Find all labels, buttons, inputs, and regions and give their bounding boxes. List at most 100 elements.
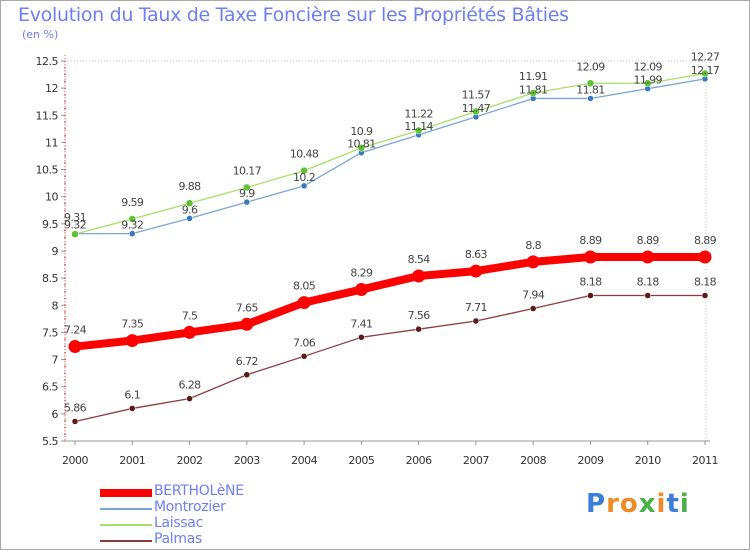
- x-tick-label: 2000: [62, 454, 88, 467]
- x-tick-label: 2008: [520, 454, 546, 467]
- data-label: 11.22: [404, 107, 433, 120]
- data-point: [129, 405, 136, 412]
- logo-letter: o: [619, 489, 639, 519]
- y-tick-label: 9: [52, 245, 59, 258]
- data-label: 6.72: [236, 355, 258, 368]
- data-label: 10.9: [350, 125, 373, 138]
- y-tick-label: 6: [52, 408, 59, 421]
- legend-label: Laissac: [154, 515, 204, 531]
- data-point: [71, 230, 79, 238]
- data-point: [243, 183, 251, 192]
- data-point: [125, 334, 139, 348]
- x-tick-label: 2004: [291, 454, 317, 467]
- y-tick-label: 5.5: [42, 435, 58, 448]
- data-label: 7.65: [236, 301, 259, 314]
- data-label: 12.09: [576, 60, 605, 73]
- data-point: [469, 264, 483, 278]
- data-point: [185, 199, 194, 207]
- data-point: [587, 292, 594, 299]
- data-label: 12.17: [691, 64, 720, 77]
- series-line-3: [74, 294, 706, 423]
- data-label: 8.18: [694, 276, 717, 289]
- x-tick-label: 2007: [463, 454, 489, 467]
- data-label: 9.32: [64, 219, 86, 232]
- data-point: [701, 292, 709, 299]
- data-label: 8.18: [637, 276, 660, 289]
- logo-letter: r: [606, 489, 620, 519]
- data-label: 5.86: [64, 401, 87, 414]
- data-label: 11.57: [462, 88, 491, 101]
- plot-area: [64, 60, 707, 442]
- data-label: 8.63: [465, 248, 488, 261]
- y-tick-label: 10: [45, 191, 58, 204]
- proxiti-logo: Proxiti: [586, 489, 690, 519]
- data-label: 9.59: [121, 196, 144, 209]
- x-tick-label: 2003: [234, 454, 260, 467]
- data-point: [297, 296, 311, 310]
- data-point: [186, 215, 193, 222]
- chart-unit-label: (en %): [22, 28, 59, 41]
- legend-swatch: [100, 489, 152, 497]
- series-line-2: [74, 72, 706, 235]
- x-tick-label: 2002: [177, 454, 203, 467]
- data-label: 10.48: [290, 148, 319, 161]
- y-tick-label: 7.5: [42, 326, 58, 339]
- data-label: 7.94: [522, 289, 545, 302]
- data-point: [529, 305, 537, 312]
- data-label: 11.81: [576, 83, 605, 96]
- data-point: [472, 317, 480, 325]
- logo-letter: x: [638, 489, 657, 519]
- data-point: [183, 325, 197, 339]
- data-point: [128, 215, 137, 223]
- y-tick-label: 6.5: [42, 381, 58, 394]
- data-point: [583, 250, 597, 264]
- y-tick-label: 11: [45, 136, 58, 149]
- data-point: [587, 95, 594, 102]
- series-line-0: [71, 252, 709, 351]
- data-label: 7.24: [64, 324, 87, 337]
- data-label: 11.81: [519, 83, 548, 96]
- data-point: [71, 418, 79, 425]
- data-point: [526, 255, 540, 269]
- data-label: 9.6: [182, 203, 198, 216]
- data-label: 10.2: [293, 171, 315, 184]
- x-tick-label: 2010: [635, 454, 661, 467]
- data-point: [300, 166, 308, 175]
- data-label: 6.1: [124, 388, 140, 401]
- data-point: [186, 395, 193, 402]
- data-label: 7.56: [408, 309, 431, 322]
- data-label: 7.5: [182, 309, 198, 322]
- y-tick-label: 11.5: [36, 109, 59, 122]
- legend-swatch: [100, 524, 152, 526]
- data-point: [412, 269, 426, 283]
- data-label: 7.06: [293, 336, 316, 349]
- data-label: 8.89: [694, 234, 717, 247]
- data-label: 11.99: [633, 74, 662, 87]
- data-point: [240, 317, 254, 331]
- data-point: [300, 353, 308, 360]
- x-tick-label: 2001: [119, 454, 145, 467]
- data-label: 8.89: [637, 234, 660, 247]
- logo-letter: i: [679, 489, 690, 519]
- logo-letter: P: [586, 489, 607, 519]
- data-point: [641, 250, 655, 264]
- data-point: [358, 334, 365, 341]
- legend-swatch: [100, 508, 152, 510]
- data-label: 8.8: [525, 239, 541, 252]
- data-point: [643, 79, 652, 88]
- y-tick-label: 12: [45, 82, 58, 95]
- y-tick-label: 8: [52, 299, 59, 312]
- data-point: [357, 144, 366, 152]
- y-tick-label: 7: [52, 354, 59, 367]
- data-point: [701, 69, 709, 78]
- data-point: [243, 371, 251, 379]
- legend-label: Palmas: [154, 531, 202, 547]
- data-point: [415, 325, 422, 333]
- x-tick-label: 2011: [692, 454, 718, 467]
- data-point: [644, 292, 651, 299]
- logo-letter: i: [656, 489, 667, 519]
- data-label: 12.09: [633, 60, 662, 73]
- data-label: 6.28: [178, 379, 201, 392]
